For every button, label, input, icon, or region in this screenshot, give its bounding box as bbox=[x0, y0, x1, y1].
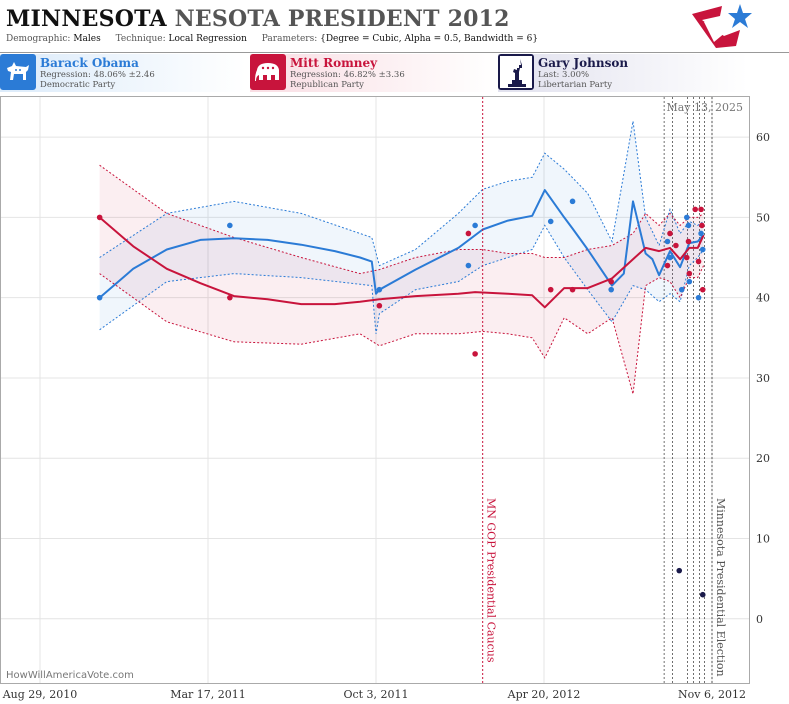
poll-point bbox=[664, 262, 671, 269]
y-tick-label: 50 bbox=[756, 211, 770, 224]
statue-of-liberty-icon bbox=[498, 54, 534, 90]
poll-point bbox=[699, 286, 706, 293]
legend-romney-name: Mitt Romney bbox=[290, 56, 378, 70]
confidence-band bbox=[99, 165, 704, 394]
poll-point bbox=[96, 294, 103, 301]
poll-point bbox=[608, 278, 614, 285]
y-tick-label: 0 bbox=[756, 613, 763, 626]
poll-point bbox=[695, 294, 702, 301]
legend-johnson-last: Last: 3.00% bbox=[538, 70, 590, 80]
x-tick-label: Aug 29, 2010 bbox=[2, 688, 78, 701]
poll-point bbox=[376, 302, 383, 309]
legend-obama-name: Barack Obama bbox=[40, 56, 139, 70]
date-stamp: May 13, 2025 bbox=[666, 101, 743, 114]
poll-point bbox=[465, 230, 472, 237]
poll-point bbox=[699, 246, 706, 253]
poll-point bbox=[678, 286, 685, 293]
poll-point bbox=[465, 262, 472, 269]
confidence-band bbox=[99, 121, 704, 334]
legend-romney: Mitt Romney Regression: 46.82% ±3.36 Rep… bbox=[250, 54, 496, 92]
poll-point bbox=[667, 254, 673, 261]
x-tick-label: Nov 6, 2012 bbox=[678, 688, 746, 701]
x-tick-label: Apr 20, 2012 bbox=[507, 688, 581, 701]
parameters-value: {Degree = Cubic, Alpha = 0.5, Bandwidth … bbox=[320, 34, 539, 44]
x-tick-label: Oct 3, 2011 bbox=[343, 688, 408, 701]
legend-romney-regression: Regression: 46.82% ±3.36 bbox=[290, 70, 405, 80]
legend-johnson-name: Gary Johnson bbox=[538, 56, 629, 70]
poll-point bbox=[698, 230, 704, 237]
y-tick-label: 20 bbox=[756, 452, 770, 465]
trend-line bbox=[98, 189, 705, 299]
upper-bound-line bbox=[99, 164, 704, 275]
poll-point bbox=[667, 230, 673, 237]
header-divider bbox=[0, 52, 789, 53]
title-bar: MINNESOTA NESOTA PRESIDENT 2012 Demograp… bbox=[0, 0, 789, 52]
legend-obama-party: Democratic Party bbox=[40, 80, 116, 90]
upper-bound-line bbox=[99, 121, 704, 267]
poll-point bbox=[695, 258, 702, 265]
poll-point bbox=[692, 206, 698, 213]
poll-point bbox=[472, 222, 478, 229]
y-tick-label: 40 bbox=[756, 292, 770, 305]
page-title: MINNESOTA NESOTA PRESIDENT 2012 bbox=[6, 6, 510, 32]
y-tick-label: 10 bbox=[756, 533, 770, 546]
legend-johnson: Gary Johnson Last: 3.00% Libertarian Par… bbox=[498, 54, 748, 92]
poll-point bbox=[376, 286, 383, 293]
site-watermark: HowWillAmericaVote.com bbox=[6, 670, 134, 681]
poll-point bbox=[686, 278, 693, 285]
donkey-icon bbox=[0, 54, 36, 90]
y-tick-label: 30 bbox=[756, 372, 770, 385]
poll-point bbox=[569, 286, 576, 293]
y-tick-label: 60 bbox=[756, 131, 770, 144]
poll-point bbox=[699, 222, 705, 229]
poll-point bbox=[96, 214, 103, 221]
poll-point bbox=[686, 270, 693, 277]
elephant-icon bbox=[250, 54, 286, 90]
title-state: MINNESOTA bbox=[6, 6, 167, 32]
poll-point bbox=[699, 591, 706, 598]
poll-point bbox=[685, 238, 692, 245]
technique-value: Local Regression bbox=[168, 34, 247, 44]
event-label: MN GOP Presidential Caucus bbox=[485, 498, 498, 663]
poll-point bbox=[547, 286, 554, 293]
legend-johnson-party: Libertarian Party bbox=[538, 80, 613, 90]
lower-bound-line bbox=[99, 265, 705, 395]
parameters-label: Parameters: bbox=[261, 34, 318, 44]
x-tick-label: Mar 17, 2011 bbox=[170, 688, 246, 701]
poll-point bbox=[569, 198, 576, 205]
title-race: NESOTA PRESIDENT 2012 bbox=[174, 6, 510, 32]
trend-line bbox=[98, 216, 705, 309]
legend-obama: Barack Obama Regression: 48.06% ±2.46 De… bbox=[0, 54, 246, 92]
poll-point bbox=[227, 294, 233, 301]
poll-point bbox=[673, 242, 679, 249]
demographic-label: Demographic: bbox=[6, 34, 71, 44]
poll-point bbox=[472, 351, 478, 357]
chart-frame bbox=[0, 96, 750, 684]
poll-point bbox=[664, 238, 671, 245]
lower-bound-line bbox=[99, 224, 705, 334]
poll-point bbox=[698, 206, 704, 213]
event-label: Minnesota Presidential Election bbox=[714, 498, 727, 677]
poll-point bbox=[684, 254, 690, 261]
legend-obama-regression: Regression: 48.06% ±2.46 bbox=[40, 70, 155, 80]
poll-point bbox=[684, 214, 690, 221]
poll-point bbox=[685, 222, 692, 229]
poll-point bbox=[608, 286, 614, 293]
poll-point bbox=[676, 567, 683, 574]
legend-romney-party: Republican Party bbox=[290, 80, 364, 90]
chart-parameters: Demographic: Males Technique: Local Regr… bbox=[6, 34, 550, 44]
site-logo-icon bbox=[692, 4, 752, 48]
demographic-value: Males bbox=[73, 34, 101, 44]
poll-point bbox=[547, 218, 554, 225]
poll-point bbox=[227, 222, 233, 229]
technique-label: Technique: bbox=[115, 34, 166, 44]
